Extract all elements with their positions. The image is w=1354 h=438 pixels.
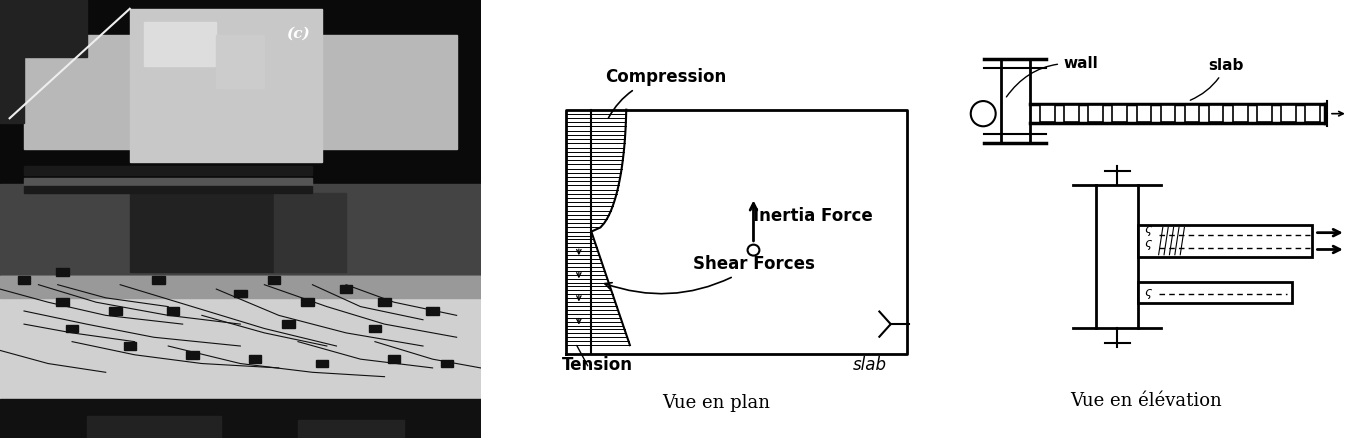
Bar — [18, 276, 30, 284]
Text: Shear Forces: Shear Forces — [605, 255, 815, 294]
Bar — [1040, 106, 1055, 122]
Bar — [0, 35, 24, 123]
Bar — [1137, 225, 1312, 257]
Text: Compression: Compression — [605, 68, 727, 118]
Bar — [249, 355, 261, 363]
Bar — [1137, 282, 1292, 303]
Bar — [0, 184, 481, 280]
Bar — [274, 193, 347, 272]
Bar — [441, 360, 454, 367]
Bar — [66, 325, 79, 332]
Bar — [302, 298, 314, 306]
Bar — [1305, 106, 1320, 122]
Bar — [24, 178, 313, 185]
Bar — [1089, 106, 1104, 122]
Bar — [1064, 106, 1079, 122]
Bar — [1233, 106, 1247, 122]
Bar — [0, 276, 481, 399]
Bar — [0, 0, 87, 57]
Bar — [24, 166, 313, 175]
Bar — [167, 307, 179, 315]
Bar — [153, 276, 165, 284]
Text: Vue en élévation: Vue en élévation — [1070, 392, 1223, 410]
Bar — [87, 416, 221, 438]
Bar — [144, 22, 217, 66]
Text: wall: wall — [1006, 57, 1098, 97]
Bar — [24, 186, 313, 193]
Text: $\varsigma$: $\varsigma$ — [1144, 224, 1154, 238]
Bar — [110, 307, 122, 315]
Text: $\varsigma$: $\varsigma$ — [1144, 238, 1154, 252]
Bar — [1136, 106, 1151, 122]
Bar — [1209, 106, 1224, 122]
Text: Tension: Tension — [562, 357, 632, 374]
Text: $\varsigma$: $\varsigma$ — [1144, 287, 1154, 301]
Bar — [24, 35, 456, 149]
Text: slab: slab — [853, 357, 887, 374]
Bar — [0, 276, 481, 298]
Bar — [1185, 106, 1200, 122]
Bar — [298, 420, 403, 438]
Bar — [368, 325, 382, 332]
Bar — [378, 298, 391, 306]
Text: slab: slab — [1190, 58, 1244, 100]
Bar — [268, 276, 280, 284]
Bar — [130, 193, 274, 272]
Bar — [1113, 106, 1127, 122]
Bar — [123, 342, 135, 350]
Bar — [217, 35, 264, 88]
Bar — [1160, 106, 1175, 122]
Bar — [1281, 106, 1296, 122]
Text: Inertia Force: Inertia Force — [753, 208, 872, 226]
Bar — [185, 351, 199, 359]
Circle shape — [971, 101, 995, 126]
Bar — [234, 290, 246, 297]
Bar — [0, 399, 481, 438]
Bar — [1257, 106, 1271, 122]
Bar — [57, 268, 69, 276]
Bar — [387, 355, 401, 363]
Bar — [315, 360, 328, 367]
Bar — [340, 285, 352, 293]
Bar — [130, 9, 322, 162]
Bar — [427, 307, 439, 315]
Text: (c): (c) — [286, 26, 310, 40]
Bar — [282, 320, 295, 328]
Text: Vue en plan: Vue en plan — [662, 394, 770, 412]
Bar — [57, 298, 69, 306]
